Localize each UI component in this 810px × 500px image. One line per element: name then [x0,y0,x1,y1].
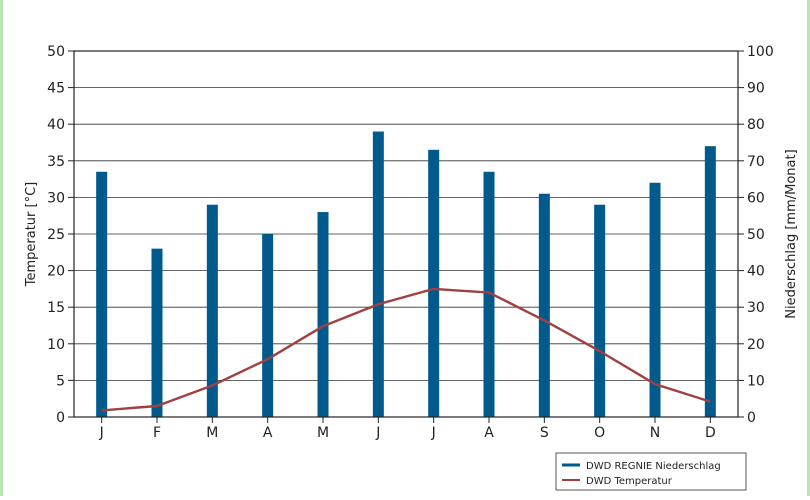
precipitation-bar [372,131,384,417]
right-tick-label: 40 [747,264,765,280]
right-tick-label: 10 [747,373,765,389]
right-tick-label: 0 [747,410,756,426]
x-tick-label: A [484,425,494,441]
left-axis-ticks: 0 5 10 15 20 25 30 35 40 45 50 [47,44,74,426]
x-tick-label: F [153,425,161,441]
precipitation-bar [317,212,329,417]
x-tick-label: N [650,425,660,441]
precipitation-bar [483,171,495,417]
right-tick-label: 80 [747,117,765,133]
left-tick-label: 20 [47,264,65,280]
left-tick-label: 5 [56,373,65,389]
precipitation-bar [96,171,108,417]
x-tick-label: M [206,425,218,441]
left-tick-label: 25 [47,227,65,243]
right-tick-label: 20 [747,337,765,353]
x-tick-label: A [263,425,273,441]
precipitation-bar [428,149,440,417]
x-tick-label: D [705,425,716,441]
legend-label-precipitation: DWD REGNIE Niederschlag [586,461,721,472]
x-tick-label: S [540,425,549,441]
precipitation-bar [538,193,550,417]
x-tick-label: M [317,425,329,441]
left-tick-label: 10 [47,337,65,353]
right-tick-label: 100 [747,44,774,60]
precipitation-bar [206,204,218,417]
left-tick-label: 50 [47,44,65,60]
legend-box [555,452,747,491]
left-tick-label: 45 [47,81,65,97]
precipitation-bar [262,234,274,417]
x-tick-label: O [594,425,605,441]
right-tick-label: 30 [747,300,765,316]
right-tick-label: 60 [747,190,765,206]
legend-label-temperature: DWD Temperatur [586,476,673,487]
right-axis-ticks: 0 10 20 30 40 50 60 70 80 90 100 [738,44,774,426]
right-axis-title: Niederschlag [mm/Monat] [784,149,799,318]
grid-lines [74,50,738,418]
x-tick-label: J [375,425,380,441]
right-tick-label: 70 [747,154,765,170]
left-tick-label: 0 [56,410,65,426]
right-tick-label: 90 [747,81,765,97]
left-tick-label: 30 [47,190,65,206]
precipitation-bar [151,248,163,417]
x-tick-label: J [431,425,436,441]
x-tick-label: J [99,425,104,441]
left-tick-label: 15 [47,300,65,316]
precipitation-bar [594,204,606,417]
left-axis-title: Temperatur [°C] [24,182,39,288]
precipitation-bar [704,146,716,417]
legend: DWD REGNIE Niederschlag DWD Temperatur [555,452,747,491]
left-tick-label: 40 [47,117,65,133]
right-tick-label: 50 [747,227,765,243]
precipitation-bar [649,182,661,417]
left-tick-label: 35 [47,154,65,170]
precipitation-bars [96,131,716,417]
climate-chart: J F M A M J J A S O N D 0 5 10 15 20 25 30 35 40 45 50 0 10 20 3… [24,44,799,491]
temperature-line [101,287,711,412]
